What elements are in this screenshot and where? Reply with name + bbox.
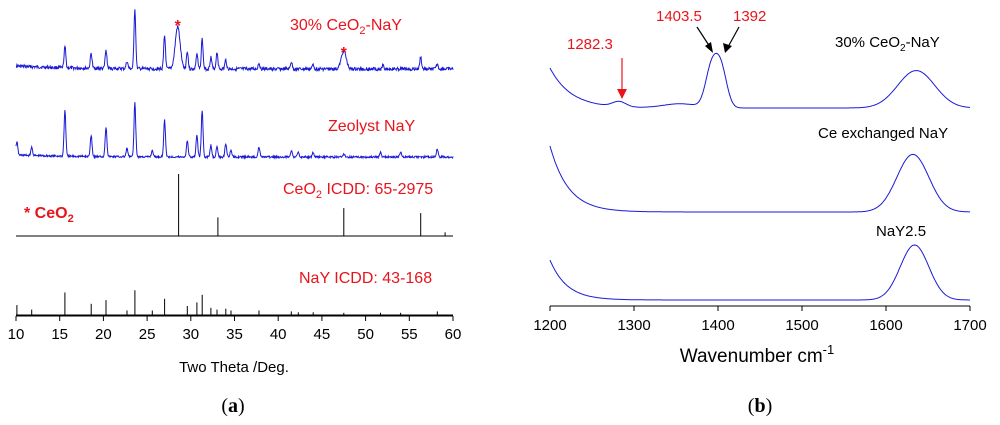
annotation-1392-arrowhead	[723, 43, 732, 53]
label-b-ceo2-nay: 30% CeO2-NaY	[835, 34, 940, 54]
x-tick-label: 1200	[533, 317, 566, 334]
x-ticks-b: 1200 1300 1400 1500 1600 1700	[533, 306, 987, 334]
x-tick-label: 45	[314, 326, 331, 343]
label-zeolyst-nay: Zeolyst NaY	[328, 118, 415, 135]
annotation-1282: 1282.3	[567, 36, 613, 53]
x-tick-label: 10	[8, 326, 25, 343]
nay-reference-sticks	[16, 290, 453, 316]
x-tick-label: 35	[226, 326, 243, 343]
panel-b: 30% CeO2-NaY Ce exchanged NaY NaY2.5 128…	[533, 8, 986, 417]
x-tick-label: 1500	[785, 317, 818, 334]
ir-curve-ce-exchanged-nay	[549, 145, 970, 213]
ir-curve-nay25	[549, 244, 970, 301]
x-tick-label: 50	[357, 326, 374, 343]
panel-a: ** 30% CeO2-NaY Zeolyst NaY CeO2 ICDD: 6…	[8, 9, 462, 417]
x-tick-label: 1400	[701, 317, 734, 334]
x-tick-label: 1700	[953, 317, 986, 334]
panel-label-b: (b)	[748, 395, 772, 417]
xrd-curve-zeolyst-nay	[15, 102, 454, 160]
label-nay-icdd: NaY ICDD: 43-168	[299, 270, 432, 287]
annotation-1403-arrowhead	[705, 42, 713, 53]
ceo2-peak-star: *	[341, 45, 348, 62]
xrd-curve-ceo2-nay	[15, 9, 454, 73]
annotation-1282-arrowhead	[617, 89, 627, 99]
x-tick-label: 30	[182, 326, 199, 343]
x-tick-label: 60	[445, 326, 462, 343]
x-ticks-a: 10 15 20 25 30 35 40 45 50 55 60	[8, 316, 462, 343]
x-axis-label-b: Wavenumber cm-1	[680, 342, 834, 367]
x-tick-label: 1600	[869, 317, 902, 334]
label-ceo2-nay: 30% CeO2-NaY	[290, 17, 402, 37]
ceo2-reference-sticks	[16, 174, 453, 237]
panel-label-a: (a)	[221, 395, 244, 417]
ceo2-peak-star: *	[175, 18, 182, 35]
label-b-nay25: NaY2.5	[876, 223, 926, 240]
annotation-1392-arrow	[727, 26, 740, 48]
x-tick-label: 55	[401, 326, 418, 343]
ceo2-peak-markers: **	[175, 18, 348, 62]
x-tick-label: 20	[95, 326, 112, 343]
x-axis-label-a: Two Theta /Deg.	[179, 359, 289, 376]
annotation-1403-arrow	[696, 26, 711, 48]
legend-ceo2-marker: * CeO2	[24, 205, 74, 225]
label-b-ce-exchanged-nay: Ce exchanged NaY	[818, 125, 948, 142]
ir-curve-ceo2-nay	[549, 52, 971, 109]
annotation-1392: 1392	[733, 8, 766, 25]
annotation-1403: 1403.5	[656, 8, 702, 25]
label-ceo2-icdd: CeO2 ICDD: 65-2975	[283, 181, 433, 201]
x-tick-label: 1300	[617, 317, 650, 334]
x-tick-label: 25	[139, 326, 156, 343]
x-tick-label: 15	[51, 326, 68, 343]
x-tick-label: 40	[270, 326, 287, 343]
